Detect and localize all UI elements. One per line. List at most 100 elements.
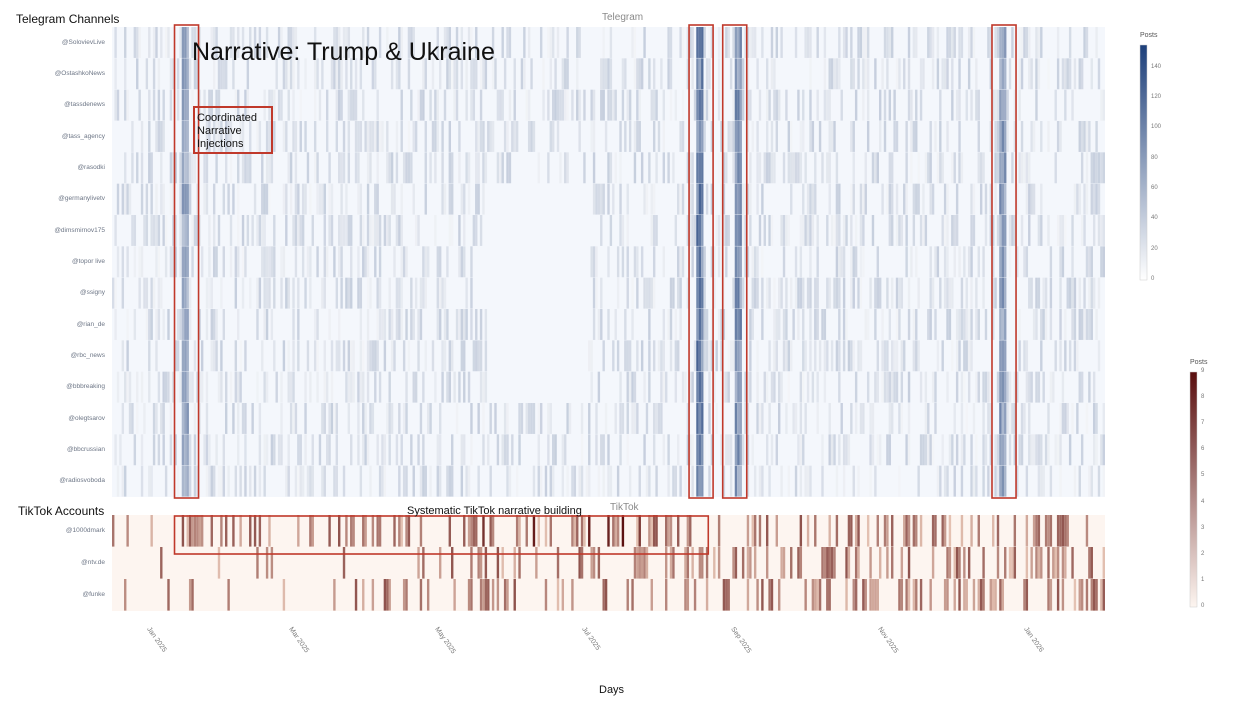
telegram-cell — [679, 183, 682, 215]
telegram-cell — [1059, 215, 1062, 246]
telegram-cell — [258, 277, 262, 309]
telegram-cell — [866, 371, 870, 403]
tiktok-cell — [126, 515, 129, 547]
telegram-cell — [1102, 215, 1105, 246]
telegram-cell — [299, 121, 302, 152]
tiktok-cell — [1032, 515, 1036, 547]
telegram-cell — [186, 277, 189, 309]
telegram-cell — [1059, 403, 1062, 434]
telegram-cell — [1083, 309, 1086, 340]
telegram-cell — [703, 340, 706, 372]
telegram-highlight-box — [173, 24, 200, 499]
telegram-cell — [239, 465, 242, 497]
telegram-cell — [234, 246, 238, 278]
tiktok-cell — [746, 547, 750, 579]
telegram-cell — [792, 403, 795, 434]
telegram-cell — [595, 277, 598, 309]
telegram-cell — [205, 183, 209, 215]
telegram-cell — [600, 309, 603, 340]
tiktok-cell — [188, 579, 192, 611]
telegram-cell — [804, 340, 807, 372]
tiktok-cell — [583, 515, 586, 547]
telegram-cell — [951, 277, 954, 309]
telegram-cell — [636, 246, 639, 278]
telegram-cell — [215, 152, 218, 184]
tiktok-cell — [946, 547, 949, 579]
tiktok-cell — [929, 579, 932, 611]
telegram-cell — [297, 58, 300, 90]
telegram-cell — [1095, 183, 1098, 215]
telegram-cell — [475, 27, 478, 58]
tiktok-cell — [1047, 547, 1050, 579]
tiktok-cell — [253, 515, 257, 547]
telegram-cell — [775, 121, 778, 152]
telegram-cell — [689, 183, 692, 215]
telegram-cell — [999, 340, 1002, 372]
telegram-cell — [186, 309, 189, 340]
telegram-cell — [905, 183, 908, 215]
telegram-cell — [467, 465, 471, 497]
telegram-cell — [936, 246, 940, 278]
telegram-cell — [523, 58, 526, 90]
tiktok-cell — [979, 579, 983, 611]
telegram-cell — [751, 121, 754, 152]
telegram-cell — [989, 89, 992, 121]
telegram-cell — [785, 89, 788, 121]
telegram-cell — [121, 183, 125, 215]
telegram-cell — [357, 403, 360, 434]
telegram-cell — [960, 27, 964, 58]
telegram-cell — [806, 277, 810, 309]
telegram-cell — [905, 246, 908, 278]
telegram-cell — [537, 465, 540, 497]
tiktok-cell — [905, 515, 908, 547]
telegram-cell — [417, 340, 420, 372]
telegram-cell — [438, 309, 442, 340]
telegram-cell — [467, 371, 471, 403]
telegram-cell — [881, 58, 884, 90]
telegram-cell — [503, 58, 507, 90]
telegram-cell — [366, 371, 370, 403]
telegram-cell — [698, 434, 702, 466]
telegram-cell — [616, 340, 620, 372]
telegram-colorbar-tick: 60 — [1151, 185, 1158, 192]
tiktok-cell — [200, 515, 204, 547]
telegram-cell — [778, 371, 781, 403]
telegram-cell — [883, 27, 887, 58]
telegram-cell — [749, 340, 752, 372]
tiktok-cell — [915, 579, 918, 611]
telegram-cell — [1073, 340, 1077, 372]
telegram-cell — [580, 434, 584, 466]
telegram-cell — [359, 309, 363, 340]
telegram-cell — [1078, 371, 1081, 403]
telegram-cell — [984, 183, 988, 215]
telegram-cell — [922, 215, 925, 246]
telegram-cell — [758, 465, 762, 497]
telegram-cell — [188, 465, 192, 497]
telegram-row-label: @topor live — [72, 258, 105, 265]
telegram-cell — [797, 89, 800, 121]
telegram-cell — [972, 465, 976, 497]
telegram-row-label: @radiosvoboda — [59, 477, 105, 485]
telegram-cell — [249, 465, 252, 497]
telegram-cell — [1025, 465, 1029, 497]
telegram-cell — [184, 27, 187, 58]
tiktok-cell — [963, 579, 966, 611]
telegram-cell — [407, 58, 411, 90]
telegram-cell — [222, 58, 225, 90]
telegram-cell — [717, 215, 721, 246]
telegram-cell — [237, 309, 240, 340]
telegram-cell — [737, 183, 740, 215]
telegram-cell — [1076, 340, 1079, 372]
telegram-cell — [708, 58, 711, 90]
telegram-cell — [241, 277, 245, 309]
tiktok-cell — [328, 515, 331, 547]
tiktok-cell — [1013, 515, 1017, 547]
tiktok-cell — [1011, 547, 1014, 579]
telegram-cell — [299, 434, 302, 466]
telegram-cell — [828, 434, 831, 466]
telegram-cell — [311, 465, 314, 497]
telegram-cell — [970, 277, 973, 309]
telegram-cell — [501, 27, 504, 58]
tiktok-cell — [655, 515, 658, 547]
telegram-cell — [1037, 215, 1041, 246]
